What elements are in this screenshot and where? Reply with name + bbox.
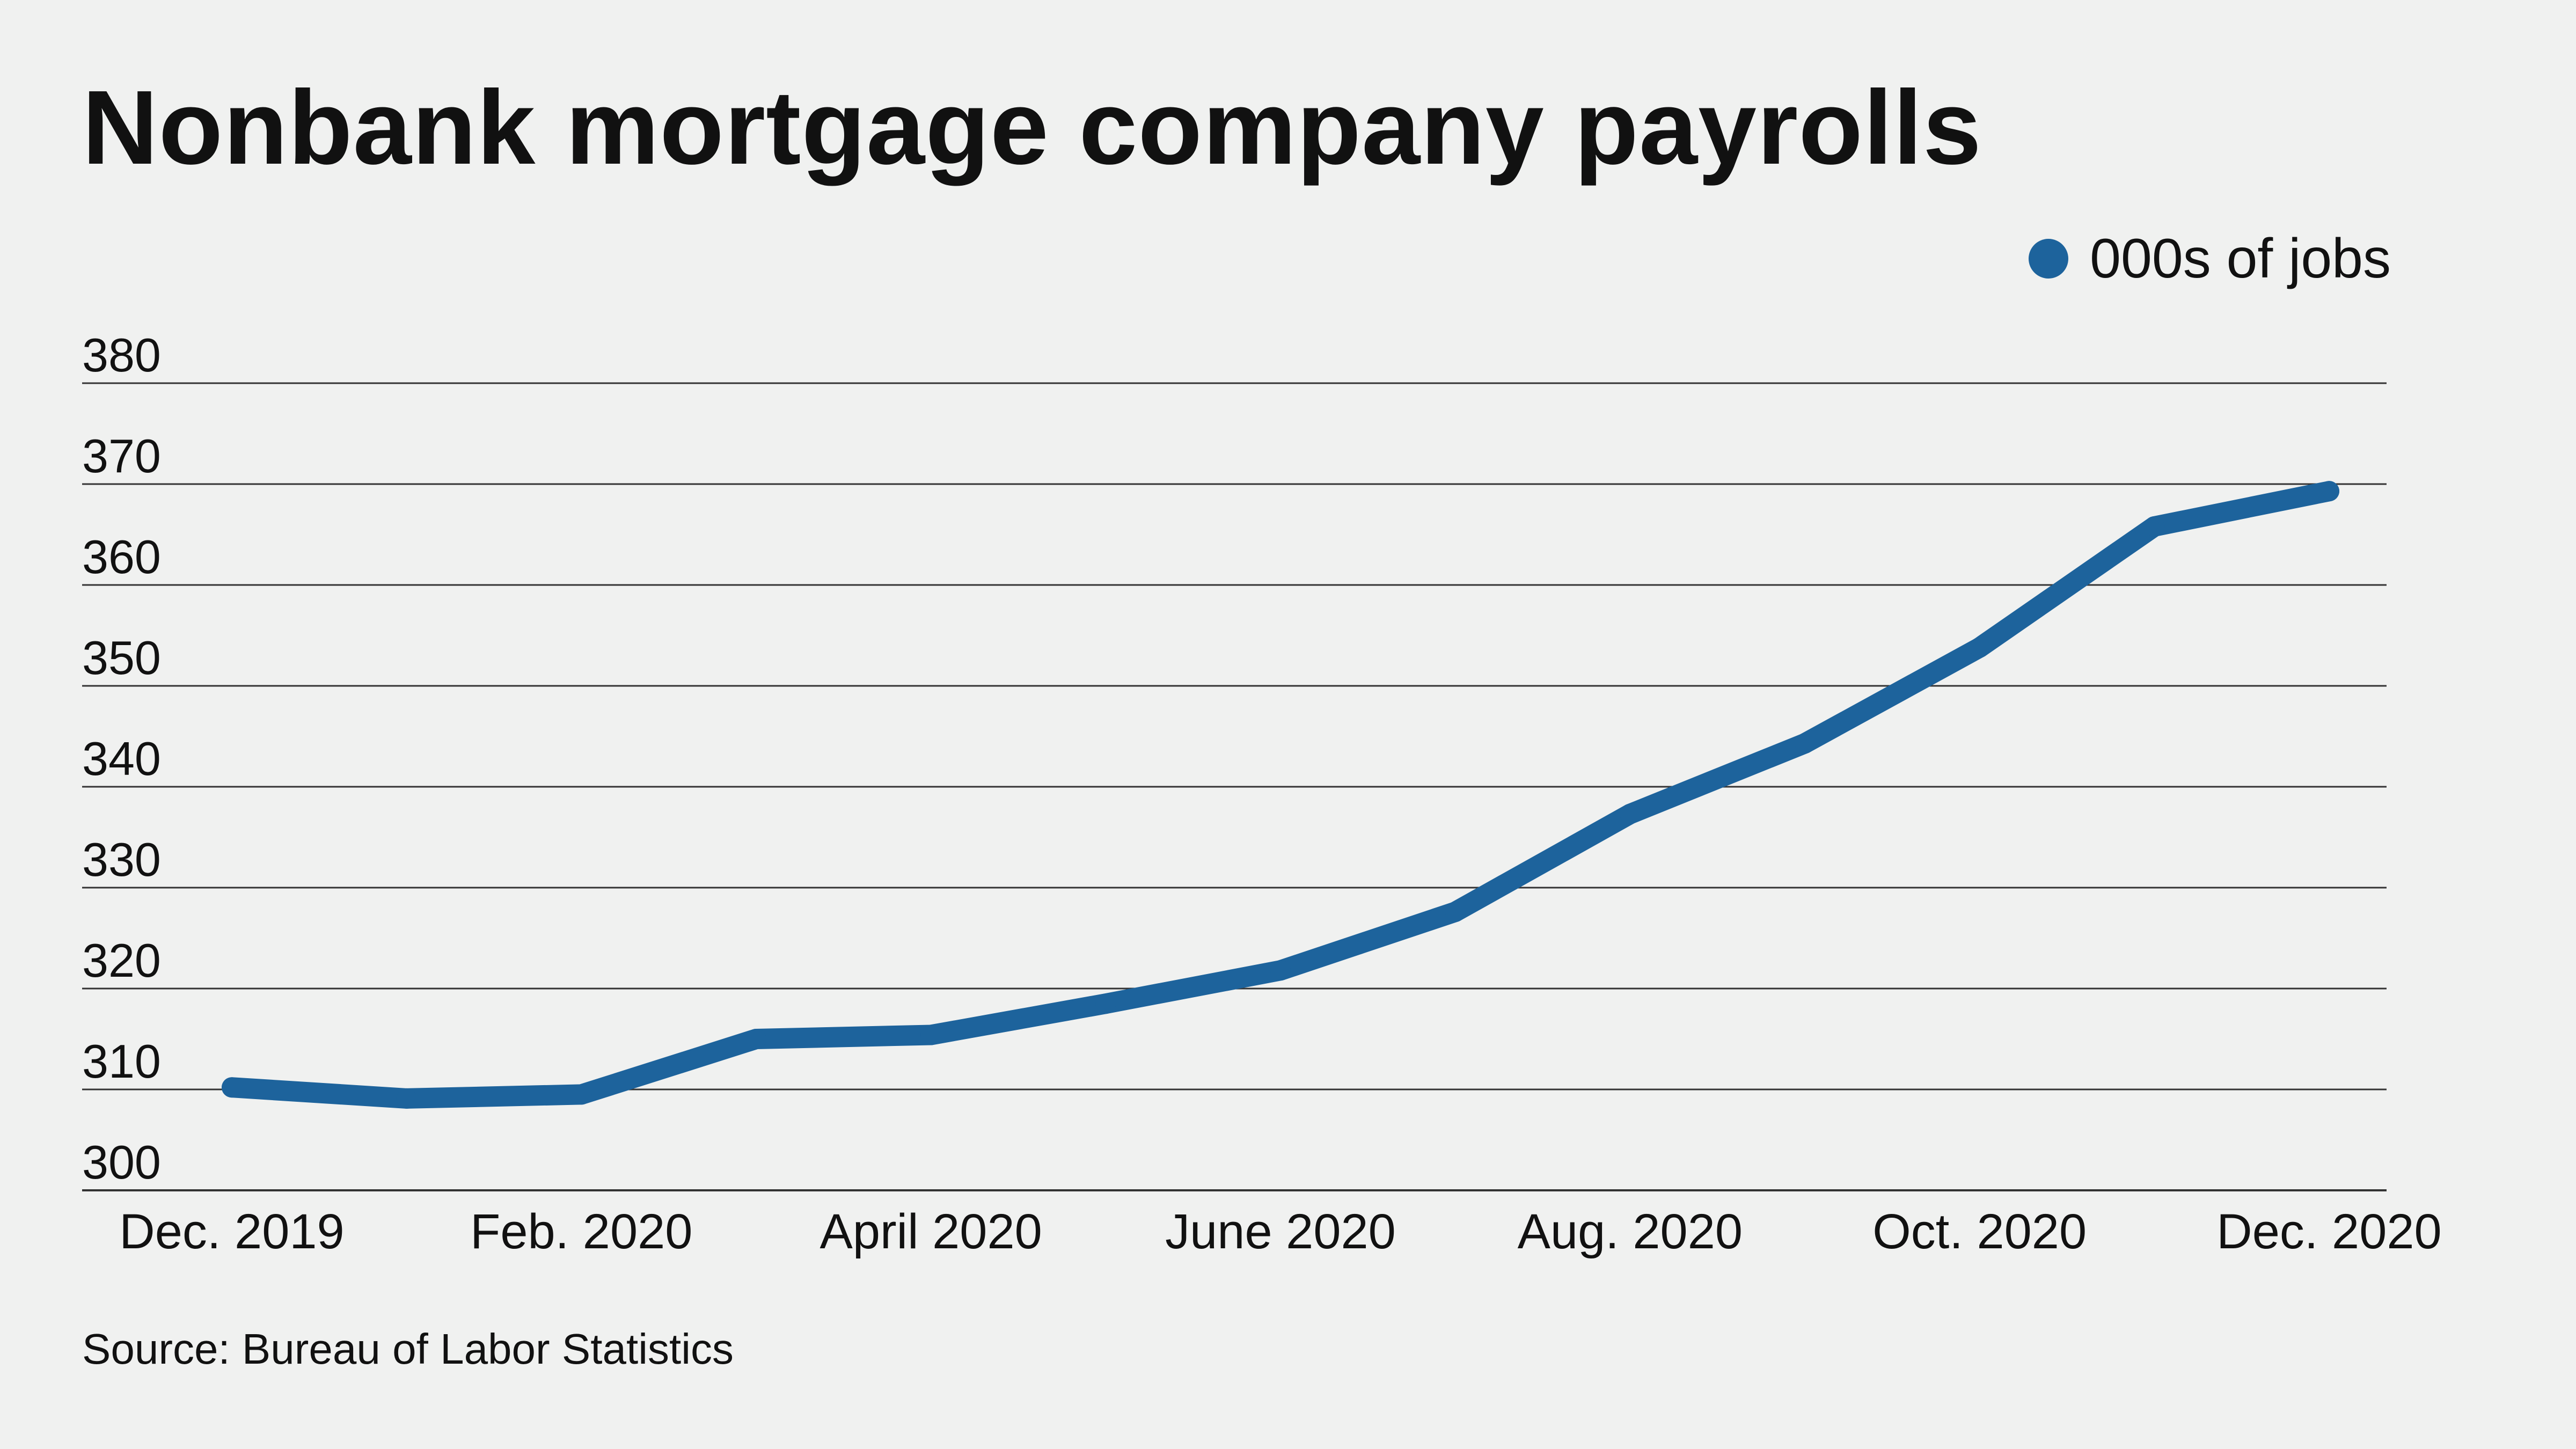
legend-label: 000s of jobs — [2090, 228, 2391, 290]
legend-swatch — [2029, 239, 2069, 279]
chart-title: Nonbank mortgage company payrolls — [82, 69, 1982, 186]
x-axis-tick-labels: Dec. 2019 Feb. 2020 April 2020 June 2020 Aug… — [119, 1204, 2441, 1259]
data-point — [1095, 993, 1116, 1014]
x-tick-label: Dec. 2020 — [2216, 1204, 2441, 1259]
data-point — [920, 1024, 941, 1045]
series-line — [222, 481, 2339, 1109]
chart-legend: 000s of jobs — [2029, 231, 2391, 287]
y-tick-label: 360 — [82, 530, 161, 583]
x-tick-label: Aug. 2020 — [1518, 1204, 1743, 1259]
data-point — [1969, 637, 1990, 658]
y-tick-label: 350 — [82, 631, 161, 684]
x-tick-label: Feb. 2020 — [470, 1204, 692, 1259]
x-tick-label: April 2020 — [820, 1204, 1042, 1259]
y-tick-label: 310 — [82, 1035, 161, 1088]
source-note: Source: Bureau of Labor Statistics — [82, 1325, 734, 1373]
data-point — [396, 1088, 417, 1109]
data-point — [1795, 733, 1815, 754]
data-point — [1620, 803, 1641, 824]
data-point — [2144, 516, 2165, 537]
series-layer — [222, 481, 2339, 1109]
y-tick-label: 380 — [82, 328, 161, 382]
data-point — [571, 1084, 592, 1105]
data-point — [1445, 902, 1466, 923]
y-tick-label: 320 — [82, 934, 161, 987]
data-point — [746, 1029, 766, 1049]
data-point — [2319, 481, 2339, 502]
data-point — [1270, 960, 1291, 981]
x-tick-label: Dec. 2019 — [119, 1204, 344, 1259]
grid-lines — [82, 382, 2387, 1191]
y-tick-label: 370 — [82, 429, 161, 482]
x-tick-label: Oct. 2020 — [1872, 1204, 2087, 1259]
y-tick-label: 300 — [82, 1136, 161, 1189]
y-tick-label: 330 — [82, 833, 161, 886]
data-point — [222, 1077, 242, 1098]
y-axis-tick-labels: 300 310 320 330 340 350 360 370 380 — [82, 328, 161, 1189]
y-tick-label: 340 — [82, 732, 161, 785]
x-tick-label: June 2020 — [1165, 1204, 1396, 1259]
